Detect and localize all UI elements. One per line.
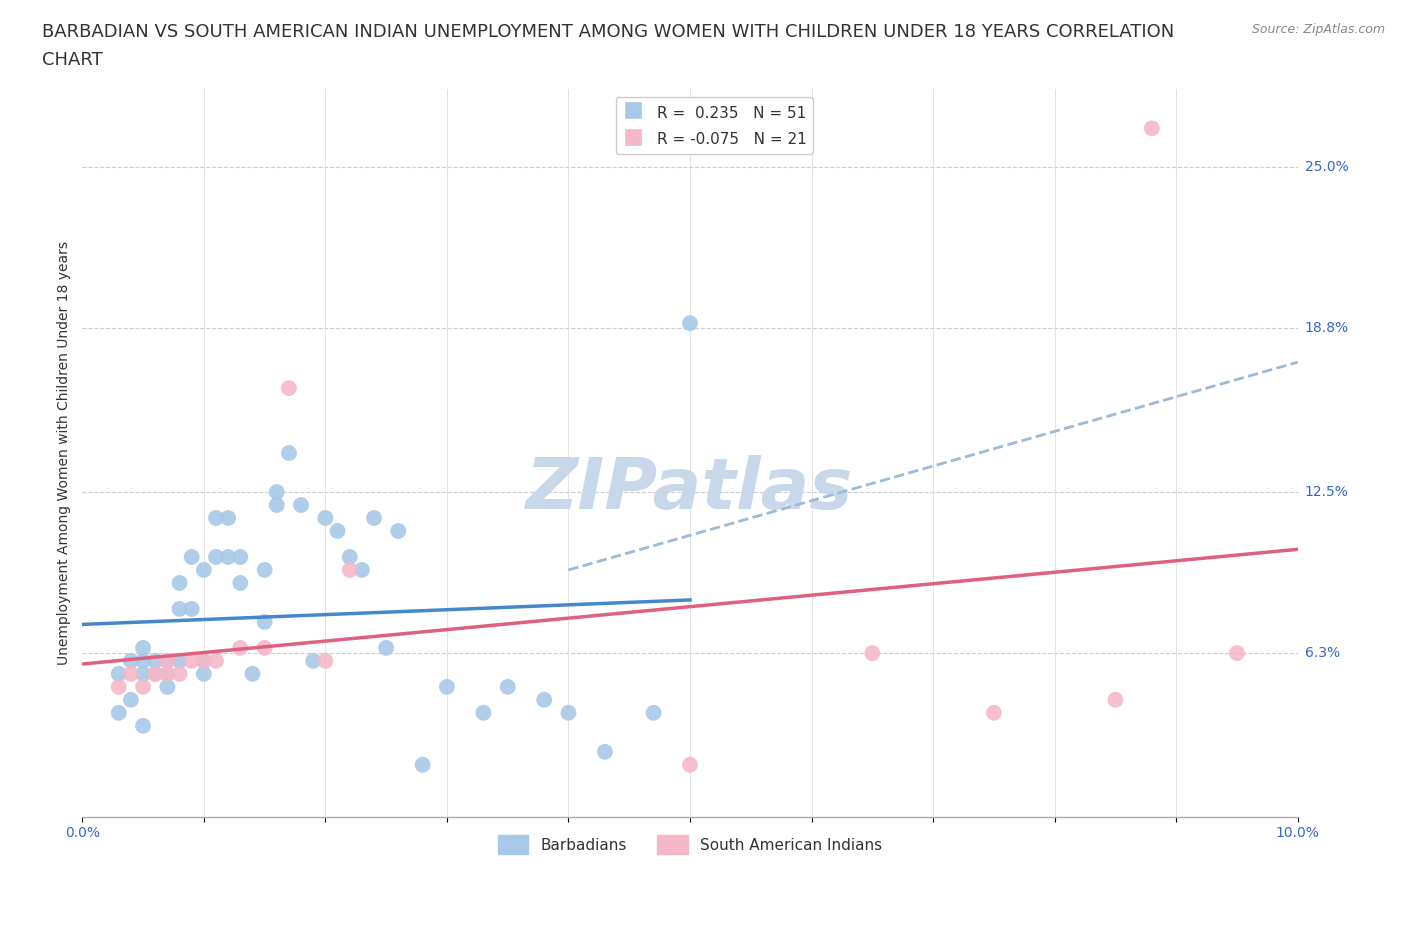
Legend: Barbadians, South American Indians: Barbadians, South American Indians (492, 830, 889, 860)
Point (472, 705, 495, 720)
Point (120, 692, 142, 707)
Point (679, 757, 702, 772)
Text: CHART: CHART (42, 51, 103, 69)
Point (242, 667, 264, 682)
Text: ZIPatlas: ZIPatlas (526, 455, 853, 524)
Point (169, 667, 191, 682)
Point (217, 550, 239, 565)
Point (1104, 692, 1126, 707)
Point (533, 692, 555, 707)
Point (156, 680, 179, 695)
Point (375, 641, 398, 656)
Text: 18.8%: 18.8% (1305, 322, 1348, 336)
Point (339, 550, 361, 565)
Point (266, 498, 288, 512)
Point (180, 550, 202, 565)
Point (156, 667, 179, 682)
Point (277, 445, 299, 460)
Point (1140, 121, 1163, 136)
Point (326, 524, 349, 538)
Point (156, 654, 179, 669)
Point (120, 654, 142, 669)
Point (180, 602, 202, 617)
Text: 12.5%: 12.5% (1305, 485, 1348, 499)
Point (107, 667, 129, 682)
Point (983, 705, 1005, 720)
Point (350, 563, 373, 578)
Point (314, 511, 336, 525)
Point (169, 654, 191, 669)
Point (363, 511, 385, 525)
Point (229, 576, 252, 591)
Point (132, 654, 155, 669)
Text: 6.3%: 6.3% (1305, 646, 1340, 660)
Point (412, 757, 434, 772)
Text: 25.0%: 25.0% (1305, 160, 1348, 174)
Point (132, 667, 155, 682)
Point (266, 485, 288, 499)
Point (156, 654, 179, 669)
Point (169, 602, 191, 617)
Y-axis label: Unemployment Among Women with Children Under 18 years: Unemployment Among Women with Children U… (58, 241, 72, 665)
Point (143, 667, 166, 682)
Point (120, 667, 142, 682)
Point (169, 576, 191, 591)
Point (205, 550, 228, 565)
Point (205, 511, 228, 525)
Point (253, 641, 276, 656)
Point (387, 524, 409, 538)
Point (143, 667, 166, 682)
Point (277, 380, 299, 395)
Point (132, 641, 155, 656)
Point (107, 680, 129, 695)
Text: Source: ZipAtlas.com: Source: ZipAtlas.com (1251, 23, 1385, 36)
Point (496, 680, 519, 695)
Point (1226, 645, 1249, 660)
Point (302, 654, 325, 669)
Point (436, 680, 458, 695)
Point (253, 563, 276, 578)
Point (253, 615, 276, 630)
Point (593, 744, 616, 759)
Point (290, 498, 312, 512)
Point (132, 680, 155, 695)
Point (339, 563, 361, 578)
Point (193, 654, 215, 669)
Point (217, 511, 239, 525)
Point (557, 705, 579, 720)
Point (193, 654, 215, 669)
Point (193, 563, 215, 578)
Point (205, 654, 228, 669)
Point (180, 654, 202, 669)
Point (143, 654, 166, 669)
Point (314, 654, 336, 669)
Point (229, 550, 252, 565)
Point (107, 705, 129, 720)
Point (679, 316, 702, 331)
Point (229, 641, 252, 656)
Text: BARBADIAN VS SOUTH AMERICAN INDIAN UNEMPLOYMENT AMONG WOMEN WITH CHILDREN UNDER : BARBADIAN VS SOUTH AMERICAN INDIAN UNEMP… (42, 23, 1174, 41)
Point (132, 718, 155, 733)
Point (156, 667, 179, 682)
Point (643, 705, 665, 720)
Point (193, 667, 215, 682)
Point (860, 645, 883, 660)
